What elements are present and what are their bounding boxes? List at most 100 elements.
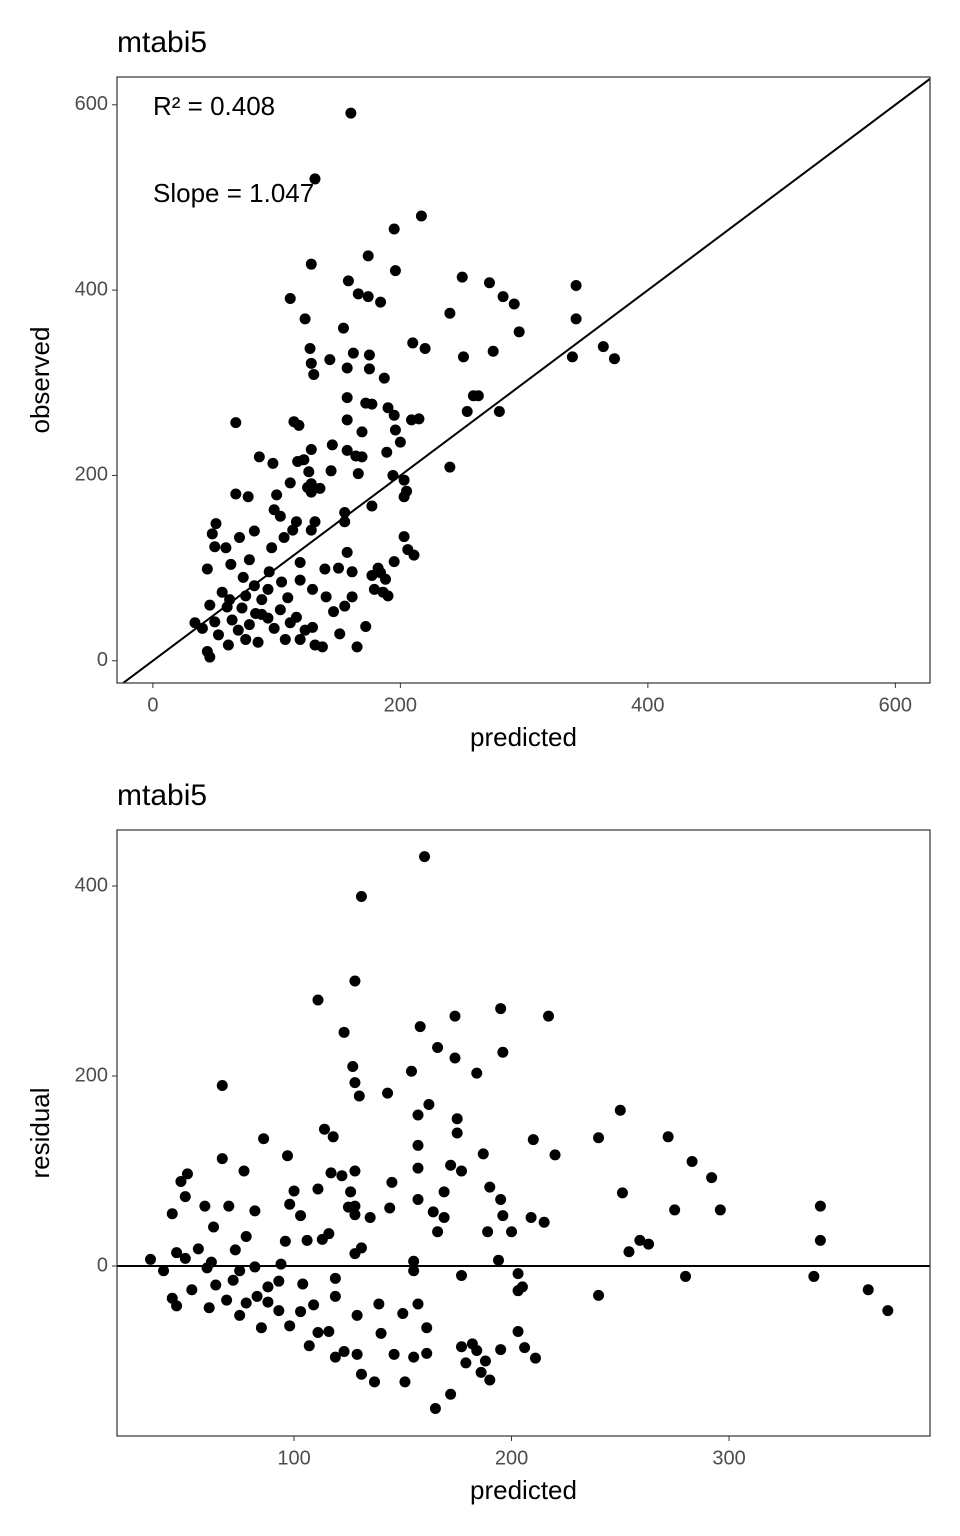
point [278,532,290,544]
annotation: Slope = 1.047 [153,178,314,208]
x-tick-label: 300 [712,1447,745,1469]
point [419,851,431,863]
point [347,1061,359,1073]
point [328,606,340,618]
point [527,1134,539,1146]
point [234,532,246,544]
x-tick-label: 100 [277,1447,310,1469]
point [262,583,274,595]
point [449,1010,461,1022]
point [284,1320,296,1332]
point [251,1290,263,1302]
point [351,1348,363,1360]
point [256,608,268,620]
point [284,292,296,304]
point [216,1153,228,1165]
point [305,486,317,498]
point [389,424,401,436]
point [460,1357,472,1369]
point [324,354,336,366]
point [369,1376,381,1388]
point [305,357,317,369]
point [444,461,456,473]
x-axis-title: predicted [470,722,577,752]
point [314,482,326,494]
point [366,570,378,582]
point [405,1065,417,1077]
point [308,1299,320,1311]
point [329,1290,341,1302]
point [487,345,499,357]
point [388,556,400,568]
point [388,223,400,235]
point [419,342,431,354]
point [593,1132,605,1144]
point [363,363,375,375]
point [319,563,331,575]
point [341,362,353,374]
point [262,1281,274,1293]
y-tick-label: 200 [75,464,108,486]
point [309,516,321,528]
point [686,1155,698,1167]
point [349,1200,361,1212]
point [236,602,248,614]
point [294,633,306,645]
point [276,576,288,588]
point [623,1246,635,1258]
point [380,573,392,585]
point [389,265,401,277]
point [179,1191,191,1203]
point [262,1296,274,1308]
point [538,1216,550,1228]
point [362,250,374,262]
point [408,1265,420,1277]
point [255,1322,267,1334]
point [341,444,353,456]
reference-line [121,78,930,683]
point [175,1175,187,1187]
point [413,413,425,425]
point [171,1247,183,1259]
point [493,406,505,418]
point [495,1344,507,1356]
point [808,1270,820,1282]
point [352,288,364,300]
point [339,600,351,612]
point [284,477,296,489]
point [288,1185,300,1197]
point [415,210,427,222]
point [308,368,320,380]
point [320,591,332,603]
point [597,341,609,353]
y-tick-label: 0 [97,1254,108,1276]
point [230,488,242,500]
point [445,1388,457,1400]
point [299,313,311,325]
point [279,633,291,645]
x-axis-title: predicted [470,1475,577,1505]
y-axis-title: residual [25,1087,55,1178]
y-tick-label: 0 [97,649,108,671]
y-tick-label: 600 [75,93,108,115]
point [512,1268,524,1280]
point [258,1133,270,1145]
point [814,1234,826,1246]
point [349,1077,361,1089]
point [230,417,242,429]
point [366,500,378,512]
plot-area [121,78,930,683]
point [220,542,232,554]
point [326,439,338,451]
point [325,1167,337,1179]
point [204,651,216,663]
point [570,279,582,291]
point [295,1306,307,1318]
point [386,1176,398,1188]
x-tick-label: 400 [631,694,664,716]
point [273,1275,285,1287]
point [373,1298,385,1310]
point [484,1374,496,1386]
point [398,491,410,503]
